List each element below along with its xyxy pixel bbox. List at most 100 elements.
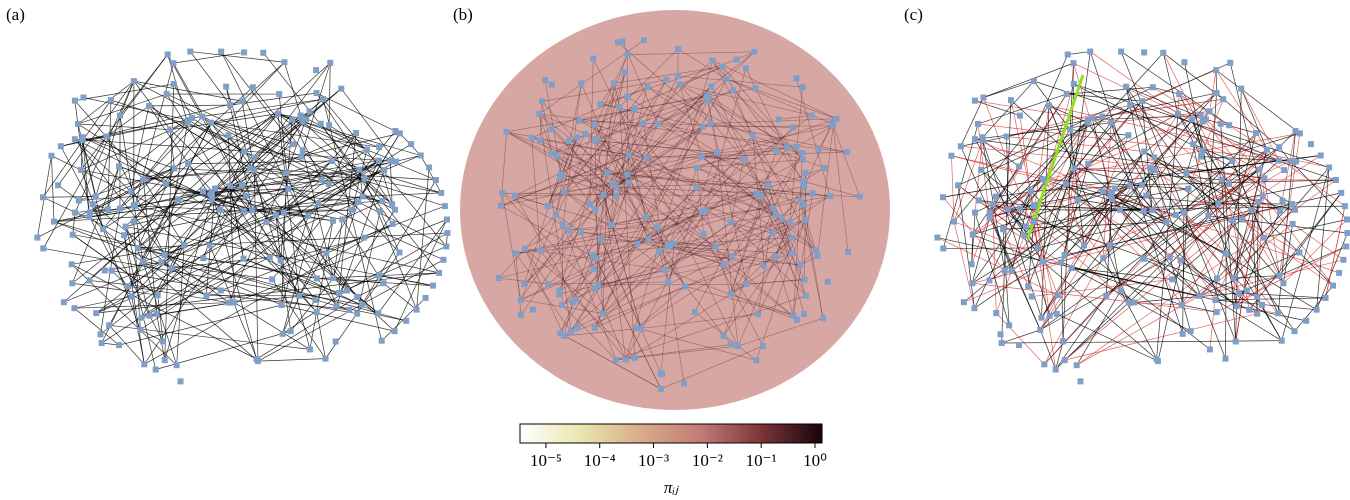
- node: [545, 281, 552, 288]
- node: [752, 85, 759, 92]
- edge: [611, 216, 647, 226]
- edge: [280, 237, 364, 261]
- node: [430, 282, 437, 289]
- edge: [559, 238, 649, 291]
- node: [1061, 357, 1068, 364]
- edge: [594, 124, 649, 240]
- edge: [1233, 196, 1264, 279]
- node: [122, 223, 129, 230]
- edge: [730, 214, 776, 223]
- node: [1280, 280, 1287, 287]
- edge: [701, 156, 816, 251]
- node: [296, 292, 303, 299]
- node: [598, 236, 605, 243]
- edge: [164, 122, 188, 256]
- node: [326, 181, 333, 188]
- edge: [500, 205, 597, 259]
- node: [521, 245, 528, 252]
- edge: [596, 72, 626, 140]
- network: [34, 48, 451, 385]
- node: [55, 182, 62, 189]
- edge: [1186, 155, 1321, 174]
- edge: [82, 136, 175, 169]
- node: [158, 259, 165, 266]
- edge: [960, 97, 984, 147]
- node: [313, 275, 320, 282]
- node: [512, 192, 519, 199]
- edge: [774, 256, 794, 316]
- node: [845, 248, 852, 255]
- edge: [377, 219, 448, 314]
- edge: [202, 191, 343, 220]
- edge: [1030, 184, 1142, 192]
- node: [773, 147, 780, 154]
- node: [799, 84, 806, 91]
- node: [1054, 292, 1061, 299]
- edge: [1240, 88, 1280, 161]
- edge: [89, 208, 120, 213]
- node: [1016, 163, 1023, 170]
- node: [548, 81, 555, 88]
- node: [1243, 287, 1250, 294]
- edge: [559, 195, 617, 291]
- edge: [594, 127, 794, 329]
- node: [167, 126, 174, 133]
- node: [1131, 299, 1138, 306]
- node: [223, 83, 230, 90]
- node: [730, 87, 737, 94]
- edge: [515, 253, 572, 332]
- edge: [953, 221, 975, 309]
- edge: [316, 92, 396, 211]
- node: [714, 149, 721, 156]
- edge: [74, 138, 132, 192]
- edge: [974, 212, 1010, 326]
- edge: [561, 243, 638, 306]
- node: [86, 214, 93, 221]
- node: [960, 299, 967, 306]
- node: [610, 80, 617, 87]
- edge: [613, 86, 712, 184]
- edge: [83, 97, 189, 121]
- edge: [756, 147, 788, 194]
- edge: [1233, 167, 1330, 279]
- edge: [342, 219, 384, 284]
- edge: [1220, 123, 1237, 342]
- node: [376, 144, 383, 151]
- node: [1261, 175, 1268, 182]
- node: [521, 281, 528, 288]
- edge: [757, 208, 774, 315]
- edge: [51, 155, 55, 222]
- edge: [531, 137, 629, 156]
- edge: [229, 185, 244, 259]
- edge: [110, 99, 446, 207]
- edge: [524, 248, 549, 285]
- edge: [1083, 135, 1129, 246]
- node: [247, 165, 254, 172]
- node: [125, 283, 132, 290]
- edge: [561, 174, 703, 213]
- node: [843, 149, 850, 156]
- node: [1338, 189, 1345, 196]
- node: [1277, 208, 1284, 215]
- edge: [960, 146, 1041, 331]
- edge: [989, 179, 1044, 213]
- edge: [1067, 51, 1091, 55]
- edge: [732, 89, 804, 160]
- node: [377, 208, 384, 215]
- edge: [803, 167, 825, 182]
- edge: [778, 115, 812, 120]
- node: [1022, 223, 1029, 230]
- edge: [269, 203, 319, 258]
- edge: [1006, 136, 1009, 210]
- node: [1336, 269, 1343, 276]
- edge: [1215, 299, 1317, 311]
- edge: [1242, 219, 1300, 253]
- edge: [309, 220, 334, 350]
- edge: [1215, 196, 1264, 301]
- edge: [202, 191, 284, 213]
- edge: [723, 237, 793, 337]
- edge: [1001, 329, 1041, 344]
- node: [127, 188, 134, 195]
- edge: [580, 231, 649, 240]
- highlight-edge: [1026, 74, 1085, 239]
